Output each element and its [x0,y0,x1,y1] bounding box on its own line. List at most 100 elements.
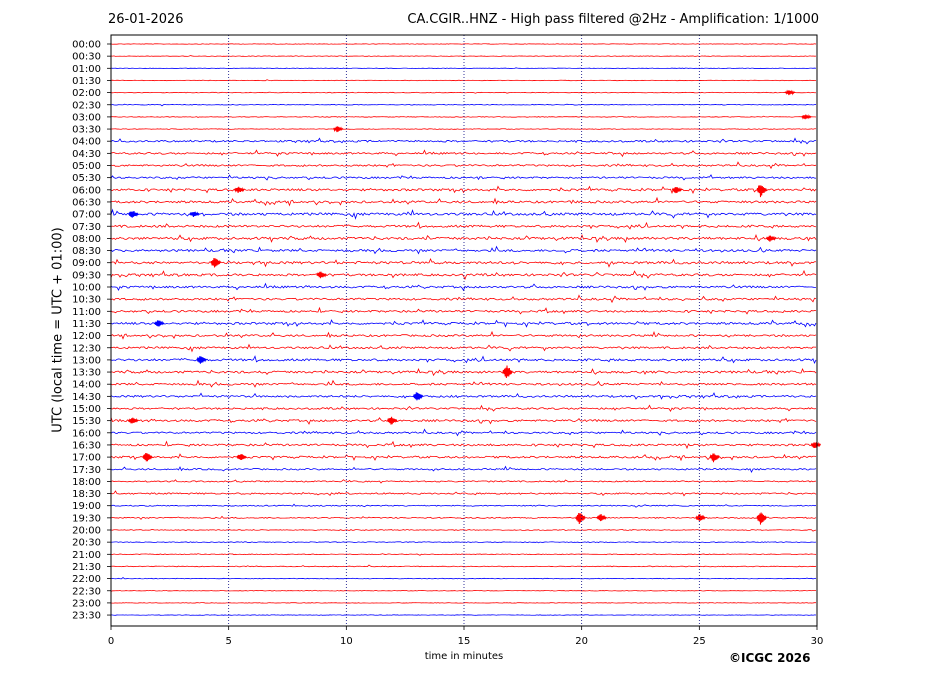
event-burst [128,417,139,424]
row-label: 23:30 [72,611,101,622]
trace-0530 [110,174,817,181]
event-burst [502,365,513,379]
row-label: 05:30 [72,173,101,184]
event-burst [695,513,706,522]
trace-1000 [110,282,816,292]
row-label: 10:30 [72,295,101,306]
trace-0700 [110,208,817,220]
event-burst [189,211,200,217]
trace-0830 [110,245,817,255]
trace-2300 [110,602,817,604]
event-burst [801,114,812,120]
row-label: 11:00 [72,307,101,318]
grid-group [228,35,700,626]
x-tick-label: 10 [340,636,353,647]
event-burst [196,356,207,364]
row-label: 16:30 [72,440,101,451]
row-label: 21:00 [72,550,101,561]
event-burst [142,452,153,462]
trace-1800 [110,479,817,484]
row-label: 02:30 [72,100,101,111]
row-label: 14:30 [72,392,101,403]
trace-0200 [110,91,817,94]
trace-group [110,43,822,616]
row-label: 19:00 [72,501,101,512]
x-tick-label: 30 [811,636,824,647]
trace-2230 [110,589,817,592]
event-burst [316,271,327,279]
trace-1900 [110,503,817,508]
row-label: 22:30 [72,586,101,597]
row-label: 02:00 [72,88,101,99]
row-label: 09:00 [72,258,101,269]
event-burst [234,186,245,194]
row-label: 17:30 [72,465,101,476]
row-label: 15:30 [72,416,101,427]
event-burst [154,320,165,327]
trace-0500 [110,161,817,170]
row-label: 05:00 [72,161,101,172]
event-burst [756,185,767,198]
row-label: 10:00 [72,283,101,294]
row-label: 01:30 [72,76,101,87]
x-tick-label: 25 [693,636,706,647]
row-label: 04:30 [72,149,101,160]
row-label: 07:00 [72,210,101,221]
trace-1330 [110,367,817,377]
x-tick-label: 0 [108,636,114,647]
row-label: 23:00 [72,598,101,609]
row-label: 17:00 [72,453,101,464]
trace-1230 [110,343,817,353]
trace-2000 [110,529,817,532]
trace-0430 [110,149,817,158]
event-burst [575,513,586,525]
row-label: 03:00 [72,112,101,123]
row-label: 18:30 [72,489,101,500]
trace-0930 [110,269,817,281]
row-label: 08:00 [72,234,101,245]
event-burst [236,454,247,461]
event-burst [210,257,221,268]
copyright-label: ©ICGC 2026 [729,651,811,665]
row-label: 09:30 [72,270,101,281]
plot-frame [110,34,818,627]
trace-0000 [110,43,817,45]
row-label: 22:00 [72,574,101,585]
row-label: 14:00 [72,380,101,391]
trace-0800 [110,233,817,244]
row-label: 06:00 [72,185,101,196]
x-tick-label: 20 [575,636,588,647]
trace-0100 [110,67,817,69]
event-burst [128,210,139,218]
row-label: 13:00 [72,355,101,366]
date-label: 26-01-2026 [108,12,184,27]
event-burst [332,126,344,133]
event-burst [784,89,796,96]
row-label: 08:30 [72,246,101,257]
row-label: 12:30 [72,343,101,354]
row-label: 11:30 [72,319,101,330]
row-label: 20:00 [72,526,101,537]
row-label: 12:00 [72,331,101,342]
row-label: 07:30 [72,222,101,233]
row-label: 00:00 [72,40,101,51]
trace-0630 [111,196,817,207]
trace-0730 [110,221,817,230]
trace-2030 [110,541,817,544]
event-burst [810,441,822,449]
trace-1200 [110,330,817,340]
x-tick-label: 15 [458,636,471,647]
row-label: 20:30 [72,538,101,549]
trace-1400 [110,379,817,388]
event-burst [756,512,767,525]
row-label: 00:30 [72,52,101,63]
event-burst [709,453,720,463]
row-label: 19:30 [72,513,101,524]
trace-1500 [110,404,817,413]
row-label: 01:00 [72,64,101,75]
trace-1730 [110,465,817,473]
trace-1130 [110,319,817,328]
row-label: 16:00 [72,428,101,439]
